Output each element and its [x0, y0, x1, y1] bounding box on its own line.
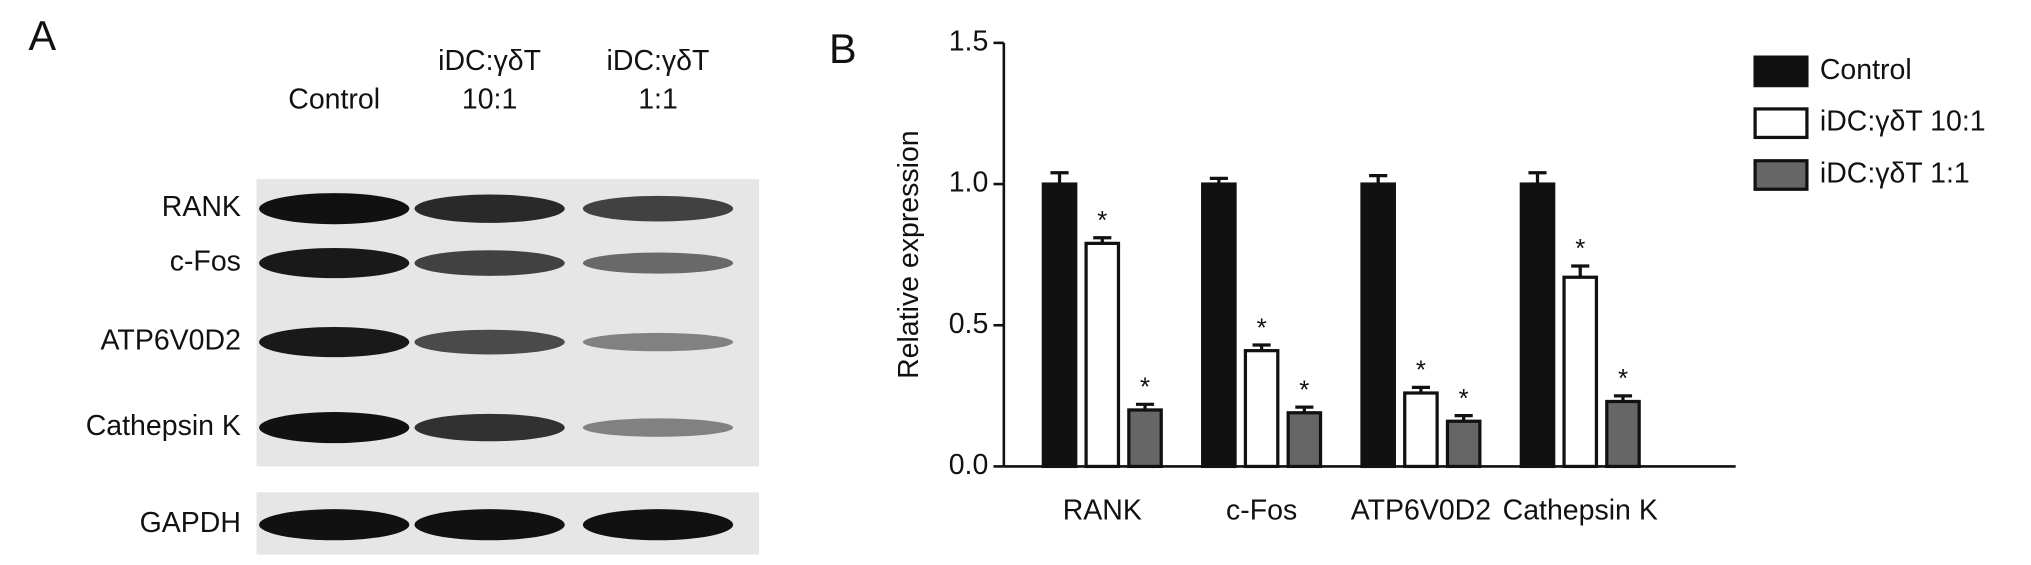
- band: [414, 509, 565, 541]
- legend-swatch: [1753, 55, 1809, 88]
- bar: [1127, 408, 1163, 469]
- legend-label: iDC:γδT 1:1: [1820, 158, 1970, 190]
- bar: [1084, 241, 1121, 469]
- bar: [1286, 411, 1323, 469]
- y-tick-label: 0.0: [949, 449, 989, 481]
- band: [259, 193, 410, 225]
- row-label: Cathepsin K: [86, 410, 241, 442]
- significance-label: *: [1140, 374, 1150, 402]
- x-tick-label: c-Fos: [1226, 494, 1297, 526]
- band: [582, 509, 734, 541]
- row-label: GAPDH: [140, 507, 241, 539]
- x-tick-label: RANK: [1063, 494, 1142, 526]
- legend-label: iDC:γδT 10:1: [1820, 106, 1986, 138]
- significance-label: *: [1459, 385, 1469, 413]
- western-blot: Control iDC:γδT 10:1 iDC:γδT 1:1 RANK c-Fos ATP…: [86, 45, 760, 555]
- row-label: c-Fos: [170, 246, 241, 278]
- error-bar: [1571, 264, 1590, 278]
- lane-header: 10:1: [462, 84, 517, 116]
- lane-header: iDC:γδT: [607, 45, 710, 77]
- lane-header: Control: [288, 84, 380, 116]
- bar: [1403, 391, 1439, 469]
- lane-header: iDC:γδT: [438, 45, 541, 77]
- significance-label: *: [1299, 376, 1309, 404]
- bar: [1201, 182, 1237, 469]
- band: [414, 413, 565, 442]
- x-tick-label: Cathepsin K: [1503, 494, 1658, 526]
- bar: [1360, 182, 1396, 469]
- panel-label: B: [829, 25, 857, 72]
- panel-label: A: [28, 12, 56, 59]
- band: [414, 250, 565, 276]
- legend-swatch: [1753, 159, 1809, 191]
- row-label: ATP6V0D2: [101, 325, 241, 357]
- significance-label: *: [1575, 235, 1585, 263]
- bar: [1041, 182, 1078, 469]
- y-tick-label: 1.5: [949, 25, 989, 57]
- band: [582, 418, 734, 437]
- band: [259, 326, 410, 358]
- bar: [1562, 275, 1599, 469]
- band: [582, 332, 734, 352]
- bar: [1605, 399, 1641, 469]
- significance-label: *: [1416, 357, 1426, 385]
- bar: [1243, 349, 1280, 469]
- lane-header: 1:1: [638, 84, 678, 116]
- y-tick-label: 0.5: [949, 308, 989, 340]
- band: [259, 509, 410, 541]
- bar: [1445, 419, 1482, 469]
- legend-swatch: [1753, 107, 1809, 140]
- significance-label: *: [1097, 207, 1107, 235]
- row-label: RANK: [162, 191, 241, 223]
- band: [582, 252, 734, 274]
- band: [414, 194, 565, 223]
- y-tick-label: 1.0: [949, 167, 989, 199]
- error-bar: [1528, 171, 1547, 185]
- band: [259, 247, 410, 279]
- x-tick-label: ATP6V0D2: [1351, 494, 1491, 526]
- bar: [1519, 182, 1556, 469]
- band: [414, 329, 565, 355]
- significance-label: *: [1618, 365, 1628, 393]
- band: [582, 195, 734, 222]
- bar-chart: B 0.0 0.5 1.0 1.5 Relative expression RANK * * c-…: [829, 25, 1986, 526]
- significance-label: *: [1257, 314, 1267, 342]
- y-axis-title: Relative expression: [893, 130, 925, 379]
- legend-label: Control: [1820, 54, 1912, 86]
- band: [259, 412, 410, 444]
- error-bar: [1050, 171, 1069, 185]
